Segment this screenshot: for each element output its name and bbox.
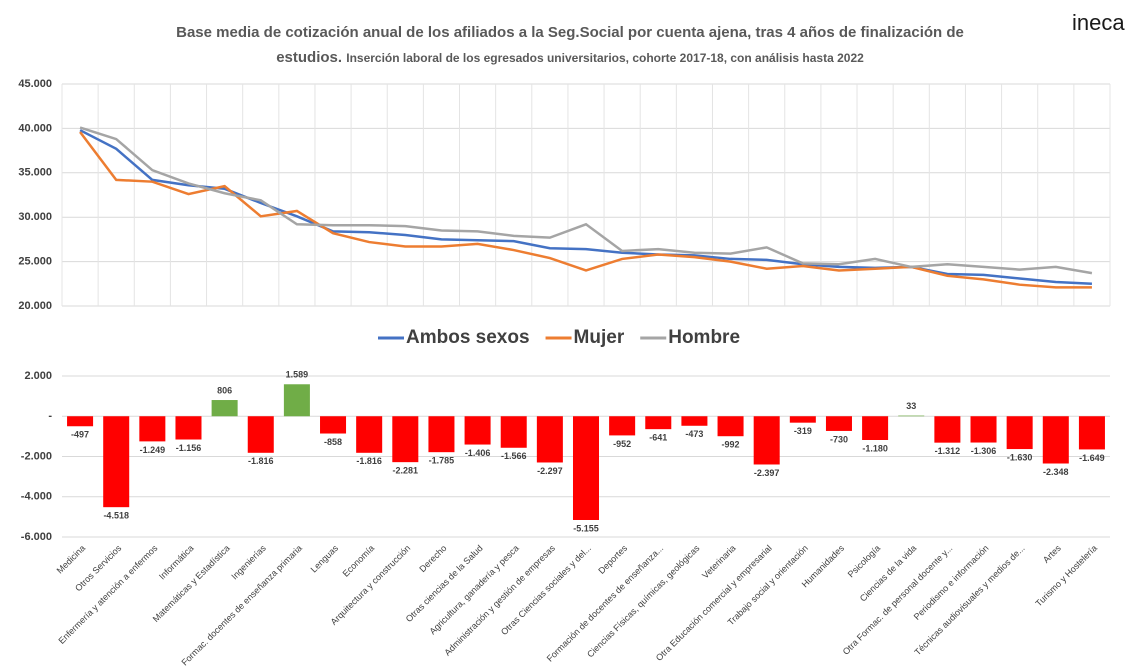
x-tick-label: Matemáticas y Estadística [151,543,232,624]
data-label: 33 [906,401,916,411]
bar [247,416,274,453]
data-label: -1.306 [971,446,997,456]
bar [572,416,600,520]
data-label: -2.297 [537,466,563,476]
bar [717,416,744,437]
data-label: -2.348 [1043,467,1069,477]
x-tick-label: Ingenierías [229,543,268,582]
legend-label: Ambos sexos [406,327,530,348]
bar [970,416,997,443]
data-label: -1.156 [176,443,202,453]
bar [609,416,636,436]
y-tick-label: 25.000 [18,256,52,268]
data-label: -4.518 [103,511,129,521]
y-tick-label: -2.000 [21,450,52,462]
line-series [79,126,1093,275]
x-tick-label: Turismo y Hostelería [1033,543,1099,609]
y-tick-label: 35.000 [18,167,52,179]
bar [356,416,383,453]
data-label: -1.785 [429,456,455,466]
chart-subtitle: Inserción laboral de los egresados unive… [346,51,864,65]
y-tick-label: - [48,410,52,422]
data-label: -730 [830,434,848,444]
bar [862,416,889,440]
legend-label: Hombre [668,327,740,348]
bar [500,416,527,448]
bar [67,416,94,427]
y-tick-label: 45.000 [18,78,52,90]
data-label: -5.155 [573,523,599,533]
data-label: 1.589 [286,370,309,380]
bar [139,416,166,442]
y-tick-label: 40.000 [18,122,52,134]
data-label: 806 [217,385,232,395]
bar [934,416,961,443]
x-tick-label: Lenguas [309,543,341,575]
y-tick-label: -6.000 [21,531,52,543]
data-label: -1.406 [465,448,491,458]
bar [283,384,310,417]
y-tick-label: -4.000 [21,491,52,503]
bar [392,416,419,463]
data-label: -1.816 [248,456,274,466]
bar [320,416,347,434]
data-label: -1.566 [501,451,527,461]
x-tick-label: Psicología [846,543,882,579]
data-label: -858 [324,437,342,447]
y-tick-label: 20.000 [18,300,52,312]
data-label: -641 [649,433,667,443]
bar [753,416,780,465]
data-label: -497 [71,430,89,440]
data-label: -2.397 [754,468,780,478]
data-label: -1.180 [862,443,888,453]
bar [681,416,708,426]
bar [211,400,238,417]
bar [825,416,852,431]
data-label: -1.649 [1079,453,1105,463]
logo: ineca [1072,10,1125,35]
bar [103,416,130,508]
y-tick-label: 30.000 [18,211,52,223]
x-tick-label: Informática [157,543,196,582]
data-label: -952 [613,439,631,449]
bar [789,416,816,423]
bar [175,416,202,440]
data-label: -1.816 [356,456,382,466]
data-label: -992 [722,440,740,450]
x-tick-label: Periodismo e información [912,543,991,622]
x-tick-label: Artes [1041,543,1063,565]
legend-label: Mujer [574,327,625,348]
bar [645,416,672,430]
data-label: -2.281 [393,466,419,476]
data-label: -1.312 [935,446,961,456]
bar [898,415,925,417]
x-tick-label: Veterinaria [700,543,737,580]
x-tick-label: Economía [341,543,377,579]
x-tick-label: Deportes [596,543,629,576]
bar [464,416,491,445]
line-series [79,129,1092,286]
bar [1042,416,1069,464]
title-block: Base media de cotización anual de los af… [160,20,980,71]
x-tick-label: Medicina [55,543,88,576]
data-label: -1.630 [1007,452,1033,462]
data-label: -473 [685,429,703,439]
chart-title: Base media de cotización anual de los af… [176,24,964,66]
line-series [79,131,1092,289]
bar [1078,416,1105,450]
x-tick-label: Derecho [417,543,448,574]
bar [536,416,563,463]
data-label: -319 [794,426,812,436]
bar [1006,416,1033,450]
data-label: -1.249 [140,445,166,455]
y-tick-label: 2.000 [24,370,52,382]
bar [428,416,455,453]
